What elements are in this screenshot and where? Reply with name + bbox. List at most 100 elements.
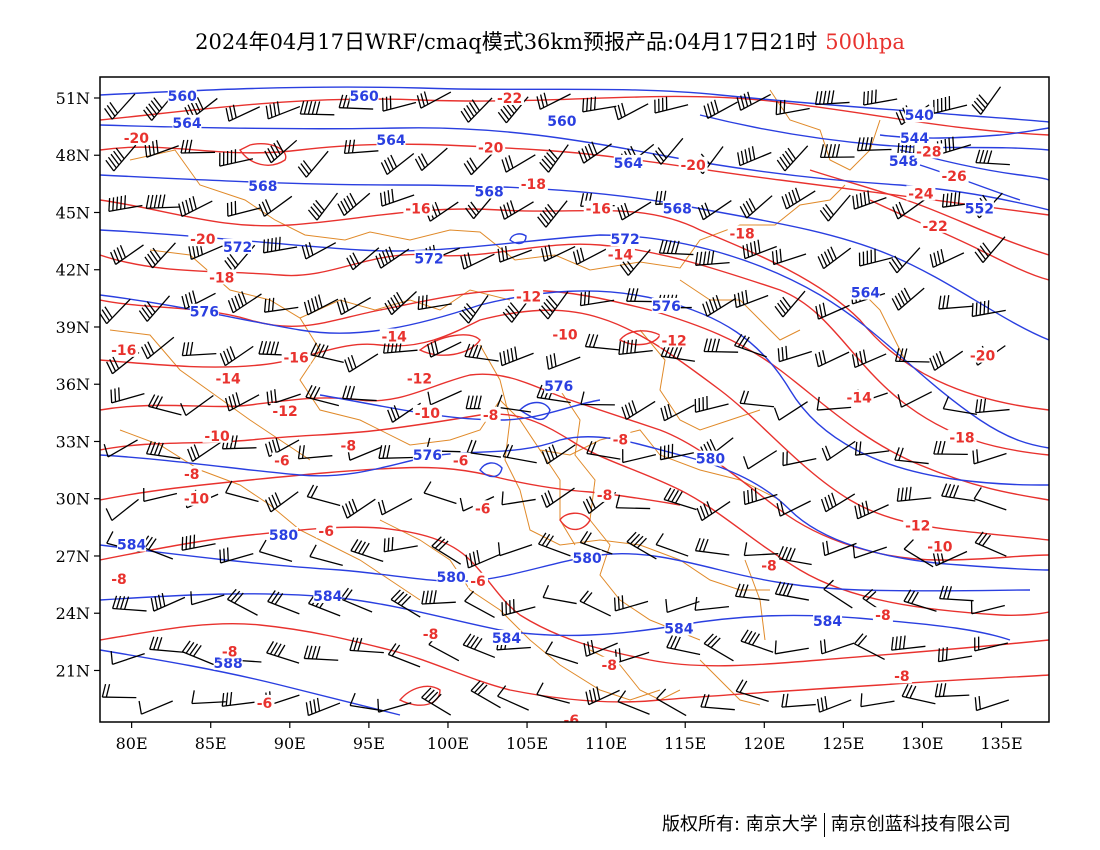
height-contour-label-bg <box>964 200 994 216</box>
wind-barb <box>666 635 701 656</box>
wind-barb <box>696 501 731 522</box>
temperature-contour-label-bg <box>468 572 489 588</box>
height-contour-label: 560 <box>547 114 576 130</box>
wind-barb <box>309 544 343 567</box>
height-contour-label-bg <box>491 630 521 646</box>
wind-barb <box>267 590 300 615</box>
temperature-contour-label: -8 <box>894 669 910 685</box>
height-contour-label: 584 <box>664 621 693 637</box>
wind-barb <box>579 590 611 617</box>
temperature-contour-label: -6 <box>564 713 580 729</box>
wind-barb <box>586 440 621 460</box>
wind-barb <box>138 700 173 715</box>
height-contour-label-bg <box>651 297 681 313</box>
temperature-contour-label: -20 <box>124 131 150 147</box>
wind-barb <box>501 491 536 506</box>
wind-barb <box>734 333 767 358</box>
height-contour-label: 572 <box>610 232 639 248</box>
wind-barb <box>141 336 175 360</box>
wind-barb <box>894 348 930 363</box>
temperature-contour-label-bg <box>550 326 580 342</box>
temperature-contour-label: -10 <box>552 328 578 344</box>
wind-barb <box>536 682 570 704</box>
temperature-contour-label-bg <box>727 225 757 241</box>
wind-barb <box>181 534 216 551</box>
height-contour-label: 576 <box>652 299 681 315</box>
wind-barb <box>617 690 650 715</box>
temperature-contour-label-bg <box>404 370 434 386</box>
height-contour-label: 588 <box>213 656 242 672</box>
height-contour-label: 564 <box>614 156 643 172</box>
wind-barb <box>470 680 501 709</box>
lat-label: 27N <box>56 547 90 566</box>
height-contour-label-bg <box>813 612 843 628</box>
height-contour-label-bg <box>696 450 726 466</box>
lon-label: 105E <box>506 734 548 753</box>
temperature-contour-label-bg <box>759 557 780 573</box>
wind-barb <box>851 349 887 369</box>
wind-barb <box>816 396 852 411</box>
height-contour-label: 580 <box>437 570 466 586</box>
wind-barb <box>739 195 773 219</box>
wind-barb <box>737 146 772 167</box>
wind-barb <box>501 154 536 173</box>
wind-barb <box>934 683 970 698</box>
wind-barb <box>219 547 254 564</box>
height-contour-label: 568 <box>248 179 277 195</box>
wind-barb <box>110 387 145 404</box>
wind-barb <box>903 539 934 568</box>
lat-label: 30N <box>56 490 90 509</box>
height-labels: 560 560 564 564 560 564 568 568 568 572 572 572 576 5… <box>117 88 994 672</box>
temperature-contour-label-bg <box>480 406 501 422</box>
wind-barb <box>147 394 182 416</box>
temperature-contour-label-bg <box>610 431 631 447</box>
wind-barb <box>702 295 737 317</box>
title-main: 2024年04月17日WRF/cmaq模式36km预报产品:04月17日21时 <box>195 30 818 54</box>
temperature-contour-label: -12 <box>272 404 297 420</box>
lat-label: 45N <box>56 203 90 222</box>
wind-barb <box>888 247 921 274</box>
height-contour-label: 584 <box>813 614 842 630</box>
height-contour-label: 564 <box>376 133 405 149</box>
height-contour-label-bg <box>414 250 444 266</box>
wind-barb <box>814 350 850 368</box>
temperature-contour-label-bg <box>659 332 689 348</box>
height-contour-label-bg <box>189 303 219 319</box>
wind-barb <box>383 537 418 553</box>
wind-barb <box>974 695 1010 712</box>
wind-barb <box>263 297 299 313</box>
wind-barb <box>262 236 298 254</box>
wind-barb <box>375 246 410 269</box>
height-contour-label-bg <box>313 588 343 604</box>
wind-barb <box>776 145 809 172</box>
wind-barb <box>303 294 339 316</box>
wind-barb <box>540 244 576 262</box>
wind-barb <box>660 403 695 422</box>
wind-barb <box>856 136 892 152</box>
wind-barb <box>227 291 262 314</box>
temperature-contour-label: -12 <box>905 518 930 534</box>
wind-barb <box>781 187 816 210</box>
wind-barb <box>572 247 608 265</box>
temperature-contour-label: -12 <box>516 289 541 305</box>
temperature-contour-label-bg <box>403 200 433 216</box>
wind-barb <box>459 294 489 324</box>
wind-barb <box>774 290 806 318</box>
wind-barb <box>462 633 496 659</box>
wind-barb <box>933 440 968 455</box>
lon-label: 80E <box>116 734 148 753</box>
temperature-contour-label: -18 <box>949 431 974 447</box>
height-contour-label: 572 <box>223 240 252 256</box>
wind-barb <box>145 441 181 460</box>
wind-barb <box>466 439 502 458</box>
wind-barb <box>297 150 329 178</box>
wind-barb <box>694 596 729 611</box>
wind-barb <box>108 195 143 213</box>
temperature-contour-label-bg <box>412 404 442 420</box>
wind-barb <box>414 147 448 172</box>
wind-barb <box>974 636 1009 652</box>
wind-barb <box>464 590 495 618</box>
wind-barb <box>973 487 1007 511</box>
wind-barb <box>138 295 171 322</box>
